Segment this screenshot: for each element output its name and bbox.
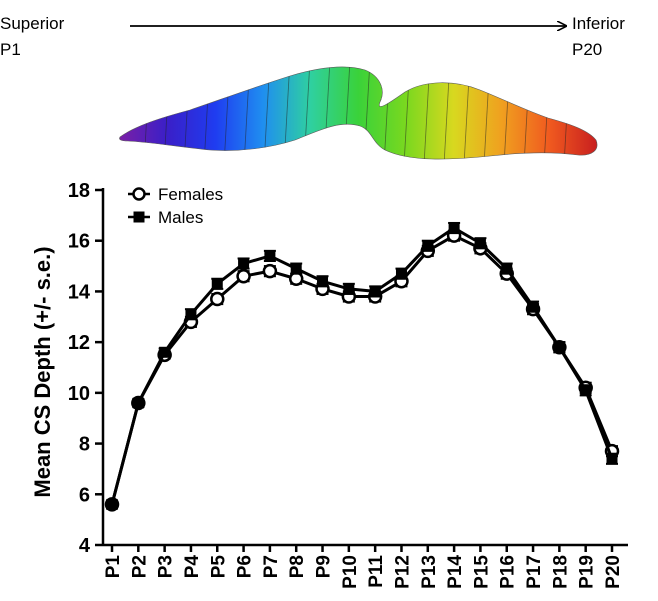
series-females — [104, 228, 620, 512]
point-males-p16 — [501, 263, 513, 275]
x-tick-label-p6: P6 — [235, 555, 256, 578]
y-tick-label: 4 — [79, 535, 91, 557]
point-males-p17 — [527, 301, 539, 313]
legend-item-males: Males — [128, 208, 203, 227]
y-tick-label: 16 — [68, 231, 90, 253]
point-males-p5 — [211, 278, 223, 290]
x-tick-label-p20: P20 — [603, 555, 624, 589]
point-females-p5 — [210, 291, 225, 307]
point-males-p12 — [395, 268, 407, 280]
point-males-p8 — [290, 263, 302, 275]
x-tick-label-p18: P18 — [550, 555, 571, 589]
point-males-p11 — [369, 285, 381, 297]
series-line-males — [110, 226, 614, 505]
y-axis-label: Mean CS Depth (+/- s.e.) — [30, 246, 55, 497]
x-tick-label-p13: P13 — [419, 555, 440, 589]
series-males — [106, 221, 618, 510]
legend-marker-males — [133, 211, 145, 223]
legend-marker-females — [132, 187, 146, 201]
point-males-p10 — [343, 283, 355, 295]
plot-area — [104, 221, 620, 512]
y-tick-label: 8 — [79, 434, 90, 456]
x-tick-label-p10: P10 — [340, 555, 361, 589]
x-tick-label-p5: P5 — [208, 555, 229, 579]
x-tick-label-p8: P8 — [287, 555, 308, 578]
x-tick-label-p12: P12 — [392, 555, 413, 589]
superior-label: Superior — [0, 14, 65, 33]
y-tick-label: 14 — [68, 281, 91, 303]
point-females-p6 — [236, 268, 251, 284]
legend-label-females: Females — [158, 185, 223, 204]
x-tick-label-p19: P19 — [577, 555, 598, 589]
point-males-p6 — [238, 258, 250, 270]
point-males-p9 — [317, 275, 329, 287]
point-males-p4 — [185, 308, 197, 320]
x-tick-label-p11: P11 — [366, 555, 387, 588]
point-males-p18 — [553, 341, 565, 353]
x-tick-label-p4: P4 — [182, 555, 203, 579]
series-line-females — [110, 234, 614, 505]
point-males-p20 — [606, 453, 618, 465]
point-males-p1 — [106, 498, 118, 510]
point-females-p7 — [262, 263, 278, 279]
y-tick-label: 12 — [68, 332, 90, 354]
inferior-label: Inferior — [572, 14, 625, 33]
y-tick-label: 10 — [68, 383, 90, 405]
point-males-p15 — [474, 237, 486, 249]
x-tick-label-p2: P2 — [129, 555, 150, 578]
point-males-p3 — [159, 346, 171, 358]
point-males-p14 — [448, 222, 460, 234]
point-males-p2 — [132, 397, 144, 409]
y-tick-label: 6 — [79, 484, 90, 506]
x-tick-label-p9: P9 — [314, 555, 335, 578]
y-tick-label: 18 — [68, 180, 90, 202]
x-axis: P1 P2 P3 P4 P5 P6 P7 P8 P9 P10 P11 P12 P13 P14 P15 P16 P… — [103, 543, 628, 589]
point-males-p19 — [580, 384, 592, 396]
y-axis: 4 6 8 10 12 14 16 18 — [68, 180, 105, 557]
legend-item-females: Females — [128, 185, 223, 204]
legend-label-males: Males — [158, 208, 203, 227]
legend: Females Males — [128, 185, 223, 227]
x-tick-label-p3: P3 — [156, 555, 177, 578]
sulcus-surface-image — [119, 66, 598, 160]
x-tick-label-p15: P15 — [471, 555, 492, 589]
x-tick-label-p16: P16 — [498, 555, 519, 589]
x-tick-label-p7: P7 — [261, 555, 282, 578]
p1-label: P1 — [0, 40, 21, 59]
x-tick-label-p14: P14 — [445, 555, 466, 589]
x-tick-label-p1: P1 — [103, 555, 124, 579]
point-males-p13 — [422, 240, 434, 252]
p20-label: P20 — [572, 40, 603, 59]
x-tick-label-p17: P17 — [524, 555, 545, 589]
point-males-p7 — [264, 250, 276, 262]
